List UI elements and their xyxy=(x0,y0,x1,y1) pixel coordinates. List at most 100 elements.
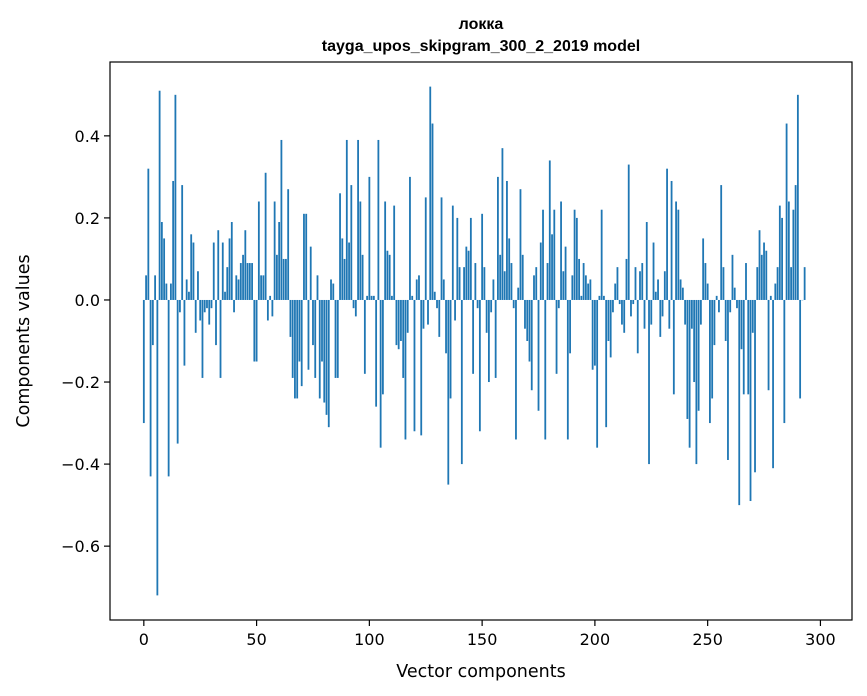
bar xyxy=(593,299,596,366)
bar xyxy=(429,86,432,300)
bar xyxy=(282,258,285,300)
bar xyxy=(688,299,691,448)
bar xyxy=(645,222,648,300)
bar xyxy=(289,299,292,337)
bar xyxy=(672,299,675,395)
bar xyxy=(528,299,531,362)
bar xyxy=(731,254,734,300)
bar xyxy=(197,271,199,300)
bar xyxy=(580,295,583,300)
bar xyxy=(156,299,159,596)
bar xyxy=(720,185,723,300)
bar xyxy=(736,299,738,309)
bar xyxy=(246,263,249,300)
bar xyxy=(614,283,617,300)
bar xyxy=(521,254,524,300)
bar xyxy=(145,275,147,300)
bar xyxy=(142,299,145,424)
bar xyxy=(713,299,716,346)
bar xyxy=(508,238,511,300)
bar xyxy=(411,295,414,300)
bar xyxy=(478,299,481,432)
bar xyxy=(165,283,168,300)
bar xyxy=(323,299,326,403)
bar xyxy=(548,160,551,300)
bar xyxy=(539,242,542,300)
bar xyxy=(176,299,179,444)
bar xyxy=(303,213,305,300)
y-tick-label: −0.4 xyxy=(61,455,100,474)
bar xyxy=(226,267,229,300)
bar xyxy=(605,299,608,428)
bar xyxy=(449,299,452,399)
bar xyxy=(402,299,405,378)
bar xyxy=(415,279,418,300)
bar xyxy=(316,275,319,300)
bar xyxy=(163,238,166,300)
bar xyxy=(533,275,535,300)
bar xyxy=(772,299,774,469)
bar xyxy=(587,283,590,300)
bar xyxy=(501,148,504,300)
bar xyxy=(560,201,562,300)
bar xyxy=(774,283,777,300)
bar xyxy=(433,291,436,300)
bar xyxy=(690,299,693,329)
bar xyxy=(763,242,765,300)
bar xyxy=(343,258,346,300)
bar xyxy=(472,299,475,374)
bar xyxy=(413,299,416,432)
bar xyxy=(305,213,308,300)
bar xyxy=(354,299,357,317)
bar xyxy=(792,209,795,300)
bar xyxy=(704,263,707,300)
bar xyxy=(206,299,208,309)
bar xyxy=(483,267,486,300)
bar xyxy=(494,299,497,378)
bar xyxy=(327,299,330,428)
bar xyxy=(465,246,468,300)
bar xyxy=(603,295,605,300)
bar xyxy=(183,299,186,366)
bar xyxy=(379,299,382,448)
bar xyxy=(718,299,720,313)
bar xyxy=(424,197,427,300)
y-axis-ticks: −0.6 −0.4 −0.2 0.0 0.2 0.4 xyxy=(61,127,110,556)
chart-subtitle: tayga_upos_skipgram_300_2_2019 model xyxy=(322,38,640,55)
bar xyxy=(307,299,310,370)
bar xyxy=(409,176,411,300)
bar xyxy=(467,250,470,300)
bar xyxy=(192,242,195,300)
bar xyxy=(334,299,337,378)
bar xyxy=(767,299,770,391)
bar xyxy=(460,299,463,465)
bar xyxy=(621,299,623,325)
bar xyxy=(487,299,490,383)
bar xyxy=(639,271,641,300)
bar xyxy=(636,299,639,354)
bar xyxy=(517,287,520,300)
bar xyxy=(438,299,441,337)
bar xyxy=(262,275,265,300)
bar xyxy=(217,230,220,300)
bar xyxy=(553,209,556,300)
bar xyxy=(702,238,705,300)
bar xyxy=(632,299,635,305)
bar xyxy=(296,299,299,399)
bar xyxy=(384,201,387,300)
bar xyxy=(657,279,659,300)
bar xyxy=(623,299,626,333)
bar xyxy=(174,94,177,300)
bar xyxy=(395,299,398,346)
x-tick-label: 50 xyxy=(246,630,266,649)
bar xyxy=(778,205,781,300)
bar xyxy=(596,299,599,448)
x-axis-ticks: 0 50 100 150 200 250 300 xyxy=(139,620,836,649)
bar xyxy=(278,222,281,300)
bar xyxy=(273,201,276,300)
bar xyxy=(370,295,373,300)
bar xyxy=(404,299,407,440)
bar xyxy=(212,242,215,300)
bar xyxy=(555,299,558,374)
bar xyxy=(348,242,350,300)
